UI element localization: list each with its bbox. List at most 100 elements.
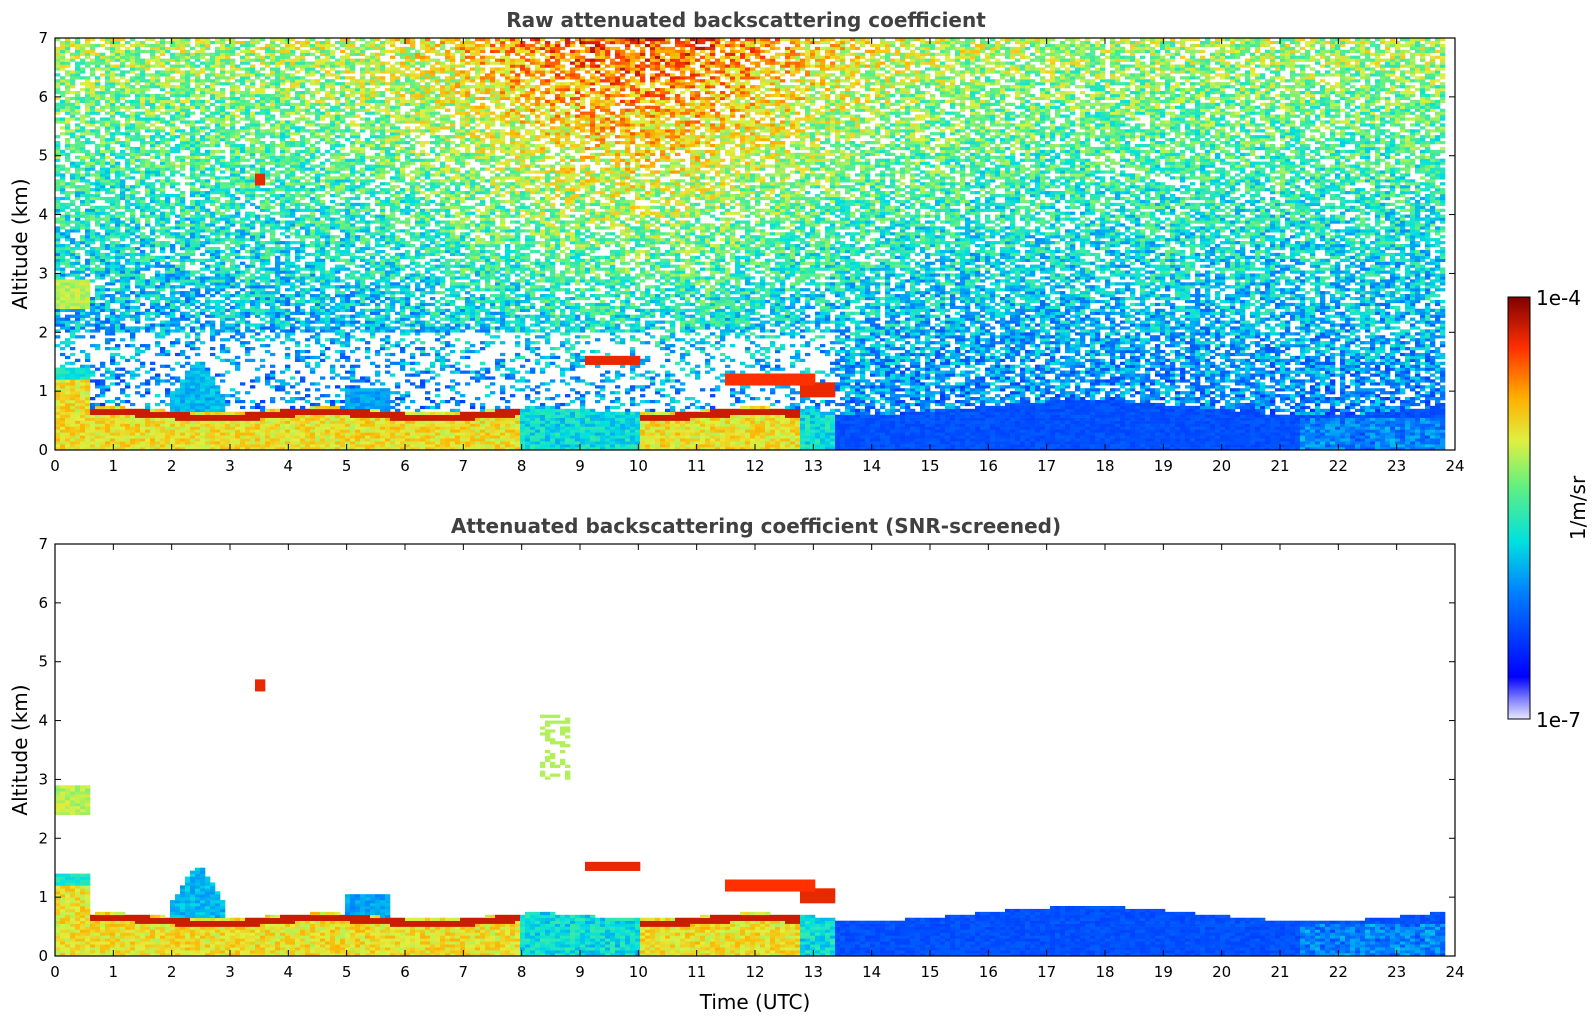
heatmap-cell (125, 424, 130, 427)
heatmap-cell (245, 421, 250, 424)
heatmap-cell (110, 262, 115, 265)
heatmap-cell (215, 435, 220, 438)
heatmap-cell (175, 270, 180, 273)
heatmap-cell (170, 341, 175, 344)
heatmap-cell (165, 403, 170, 406)
heatmap-cell (165, 67, 170, 70)
heatmap-cell (135, 359, 140, 362)
heatmap-cell (185, 385, 190, 388)
heatmap-cell (65, 170, 70, 173)
heatmap-cell (95, 194, 100, 197)
heatmap-cell (230, 279, 235, 282)
heatmap-cell (145, 185, 150, 188)
heatmap-cell (80, 226, 85, 229)
heatmap-cell (130, 247, 135, 250)
heatmap-cell (190, 67, 195, 70)
heatmap-cell (195, 279, 200, 282)
heatmap-cell (60, 173, 65, 176)
heatmap-cell (120, 265, 125, 268)
heatmap-cell (85, 424, 90, 427)
heatmap-cell (160, 415, 165, 418)
heatmap-cell (140, 418, 145, 421)
heatmap-cell (100, 244, 105, 247)
heatmap-cell (80, 312, 85, 315)
heatmap-cell (140, 256, 145, 259)
heatmap-cell (195, 159, 200, 162)
heatmap-cell (70, 385, 75, 388)
heatmap-cell (210, 438, 215, 441)
heatmap-cell (215, 53, 220, 56)
heatmap-cell (185, 344, 190, 347)
heatmap-cell (55, 297, 60, 300)
heatmap-cell (120, 185, 125, 188)
heatmap-cell (230, 285, 235, 288)
heatmap-cell (135, 432, 140, 435)
heatmap-cell (155, 344, 160, 347)
heatmap-cell (190, 194, 195, 197)
heatmap-cell (125, 126, 130, 129)
heatmap-cell (220, 218, 225, 221)
heatmap-cell (155, 382, 160, 385)
heatmap-cell (105, 376, 110, 379)
heatmap-cell (85, 388, 90, 391)
heatmap-cell (195, 179, 200, 182)
heatmap-cell (95, 415, 100, 418)
heatmap-cell (140, 67, 145, 70)
heatmap-cell (240, 288, 245, 291)
heatmap-cell (185, 341, 190, 344)
heatmap-cell (210, 223, 215, 226)
heatmap-cell (200, 91, 205, 94)
heatmap-cell (80, 44, 85, 47)
heatmap-cell (225, 273, 230, 276)
heatmap-cell (170, 117, 175, 120)
heatmap-cell (215, 182, 220, 185)
heatmap-cell (60, 226, 65, 229)
heatmap-cell (210, 191, 215, 194)
heatmap-cell (160, 162, 165, 165)
heatmap-cell (140, 312, 145, 315)
heatmap-cell (170, 415, 175, 418)
heatmap-cell (90, 132, 95, 135)
heatmap-cell (155, 170, 160, 173)
heatmap-cell (80, 241, 85, 244)
heatmap-cell (115, 44, 120, 47)
heatmap-cell (185, 229, 190, 232)
heatmap-cell (130, 123, 135, 126)
heatmap-cell (240, 44, 245, 47)
heatmap-cell (215, 241, 220, 244)
heatmap-cell (90, 153, 95, 156)
heatmap-cell (180, 64, 185, 67)
heatmap-cell (165, 194, 170, 197)
heatmap-cell (125, 129, 130, 132)
heatmap-cell (195, 218, 200, 221)
heatmap-cell (185, 318, 190, 321)
heatmap-cell (175, 126, 180, 129)
heatmap-cell (135, 88, 140, 91)
heatmap-cell (145, 103, 150, 106)
heatmap-cell (230, 173, 235, 176)
heatmap-cell (130, 138, 135, 141)
heatmap-cell (160, 194, 165, 197)
heatmap-cell (135, 268, 140, 271)
heatmap-cell (75, 100, 80, 103)
heatmap-cell (100, 73, 105, 76)
heatmap-cell (225, 44, 230, 47)
heatmap-cell (225, 144, 230, 147)
heatmap-cell (80, 326, 85, 329)
heatmap-cell (155, 97, 160, 100)
heatmap-cell (240, 167, 245, 170)
heatmap-cell (110, 373, 115, 376)
heatmap-cell (130, 91, 135, 94)
heatmap-cell (120, 156, 125, 159)
heatmap-cell (100, 62, 105, 65)
heatmap-cell (55, 232, 60, 235)
heatmap-cell (230, 182, 235, 185)
heatmap-cell (175, 391, 180, 394)
heatmap-cell (135, 247, 140, 250)
heatmap-cell (210, 321, 215, 324)
heatmap-cell (165, 76, 170, 79)
heatmap-cell (90, 415, 95, 418)
heatmap-cell (75, 103, 80, 106)
heatmap-cell (60, 206, 65, 209)
heatmap-cell (225, 232, 230, 235)
